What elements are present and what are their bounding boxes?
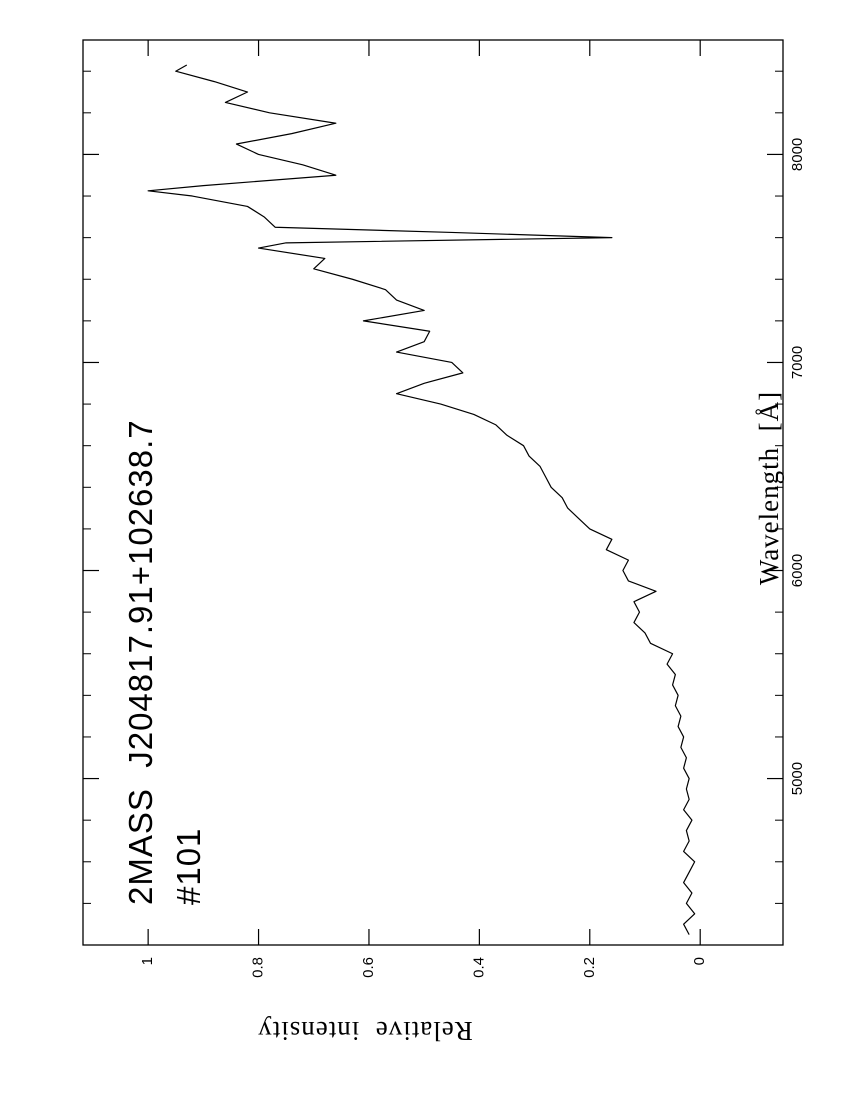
y-tick-label: 0.6 [360, 957, 377, 978]
y-tick-label: 0 [691, 957, 708, 965]
spectrum-line [147, 64, 696, 935]
x-axis-label: Wavelength [Å] [754, 391, 784, 585]
y-axis-label: Relative intensity [257, 1016, 472, 1046]
y-tick-label: 0.4 [470, 957, 487, 978]
x-tick-label: 5000 [789, 762, 806, 795]
plot-frame [82, 39, 784, 946]
x-tick-label: 7000 [789, 346, 806, 379]
x-tick-label: 8000 [789, 138, 806, 171]
chart-title: 2MASS J204817.91+102638.7 [122, 419, 159, 905]
chart-subtitle: #101 [170, 828, 207, 905]
y-tick-label: 0.2 [581, 957, 598, 978]
y-tick-label: 1 [139, 957, 156, 965]
x-tick-label: 6000 [789, 554, 806, 587]
y-tick-label: 0.8 [250, 957, 267, 978]
